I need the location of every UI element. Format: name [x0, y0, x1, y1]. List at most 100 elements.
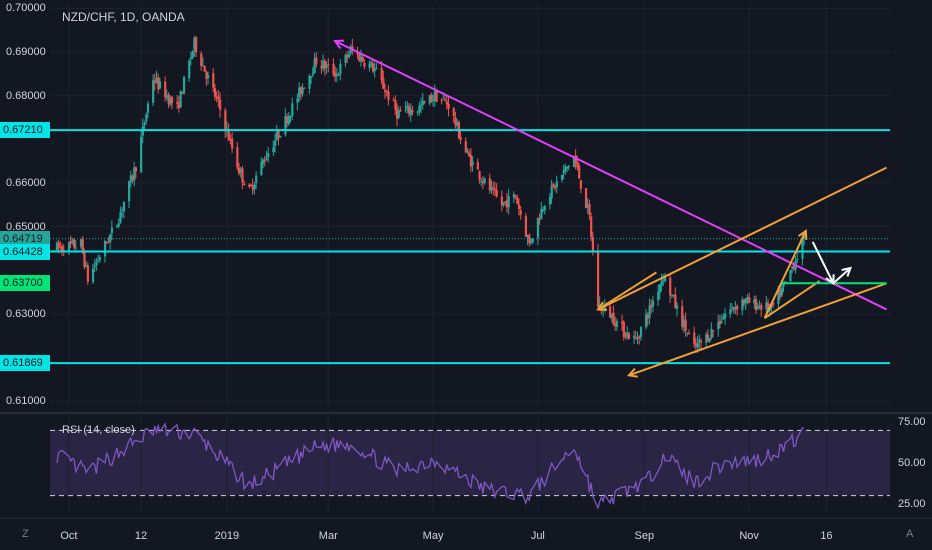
candle-body — [657, 291, 660, 301]
candle-body — [115, 224, 119, 227]
forecast-down-line — [811, 241, 835, 284]
candle — [122, 201, 126, 219]
candle-body — [397, 110, 400, 118]
timezone-button[interactable]: Z — [22, 528, 29, 540]
candle — [97, 254, 100, 263]
candle — [468, 149, 471, 158]
candle — [241, 165, 244, 190]
candle-body — [469, 155, 473, 167]
candle-body — [584, 188, 588, 208]
candle — [203, 65, 206, 72]
rsi-line — [56, 422, 805, 510]
candle-body — [81, 239, 84, 253]
y-tick-label: 0.66000 — [6, 176, 46, 189]
candle-body — [169, 97, 172, 105]
candle-body — [286, 117, 289, 123]
candle-body — [686, 332, 689, 334]
candle-body — [79, 239, 83, 247]
candle-body — [325, 65, 328, 68]
candle — [181, 91, 184, 94]
candle — [217, 89, 220, 108]
candle — [708, 337, 711, 343]
candle-body — [646, 315, 649, 319]
candle-body — [669, 277, 672, 296]
candle-body — [170, 96, 174, 104]
candle — [675, 302, 679, 317]
candle — [480, 177, 483, 187]
candle — [495, 183, 498, 198]
candle-body — [298, 87, 301, 98]
candle — [669, 274, 672, 304]
candle-body — [315, 57, 318, 65]
channel-lower-line — [628, 282, 887, 377]
candle — [404, 101, 407, 113]
candle-body — [481, 181, 485, 184]
candle — [660, 273, 663, 292]
candle — [423, 100, 426, 105]
candle — [133, 161, 136, 187]
candle-body — [69, 240, 72, 244]
candle — [517, 198, 521, 216]
candle-body — [359, 56, 363, 62]
candle-body — [626, 332, 629, 338]
candle — [584, 188, 588, 209]
candle-body — [373, 68, 376, 72]
candle — [67, 241, 71, 256]
x-tick-label: 16 — [820, 530, 833, 542]
candle — [215, 91, 218, 103]
candle — [207, 71, 210, 85]
candle-body — [375, 68, 378, 70]
candle — [705, 331, 708, 348]
candle-body — [560, 174, 564, 180]
x-tick-label: Jul — [530, 530, 545, 542]
candle — [392, 97, 395, 102]
candle — [698, 334, 701, 350]
candle-body — [512, 193, 516, 198]
candle-body — [110, 227, 114, 234]
candle-body — [327, 63, 330, 65]
candle — [91, 263, 95, 284]
candle-body — [627, 333, 631, 340]
candle-body — [765, 302, 768, 310]
candle-body — [219, 99, 222, 110]
candle-body — [195, 37, 198, 53]
candle-body — [205, 72, 208, 79]
candle — [590, 212, 593, 242]
x-tick-label: Sep — [634, 530, 655, 542]
candle — [686, 332, 689, 337]
candle — [195, 35, 198, 57]
candle — [179, 90, 182, 109]
channel-upper-arrowhead — [596, 301, 608, 311]
candle — [612, 305, 615, 326]
candle-body — [791, 266, 794, 269]
candle — [320, 60, 323, 74]
candle — [93, 259, 96, 273]
candle-body — [337, 74, 340, 76]
candle — [61, 243, 64, 257]
candle — [791, 265, 794, 274]
candle — [756, 302, 759, 311]
candle-body — [428, 95, 431, 104]
candle — [373, 62, 376, 78]
candle — [543, 204, 546, 215]
candle-body — [760, 304, 763, 310]
candle — [371, 60, 375, 74]
candle — [670, 294, 674, 299]
candle-body — [729, 309, 732, 315]
candle — [200, 51, 203, 71]
price-tag-green: 0.63700 — [0, 275, 50, 292]
candle-body — [212, 73, 215, 88]
candle-body — [289, 115, 292, 118]
candle-body — [274, 140, 277, 147]
candle-body — [542, 209, 545, 211]
auto-scale-button[interactable]: A — [906, 528, 914, 540]
candle-body — [724, 313, 727, 319]
candle-body — [662, 279, 665, 281]
candle-body — [236, 147, 239, 168]
candle-body — [681, 306, 684, 327]
candle — [349, 44, 352, 56]
candle-body — [540, 209, 543, 220]
x-tick-label: 2019 — [214, 530, 240, 542]
y-tick-label: 0.70000 — [6, 2, 46, 15]
